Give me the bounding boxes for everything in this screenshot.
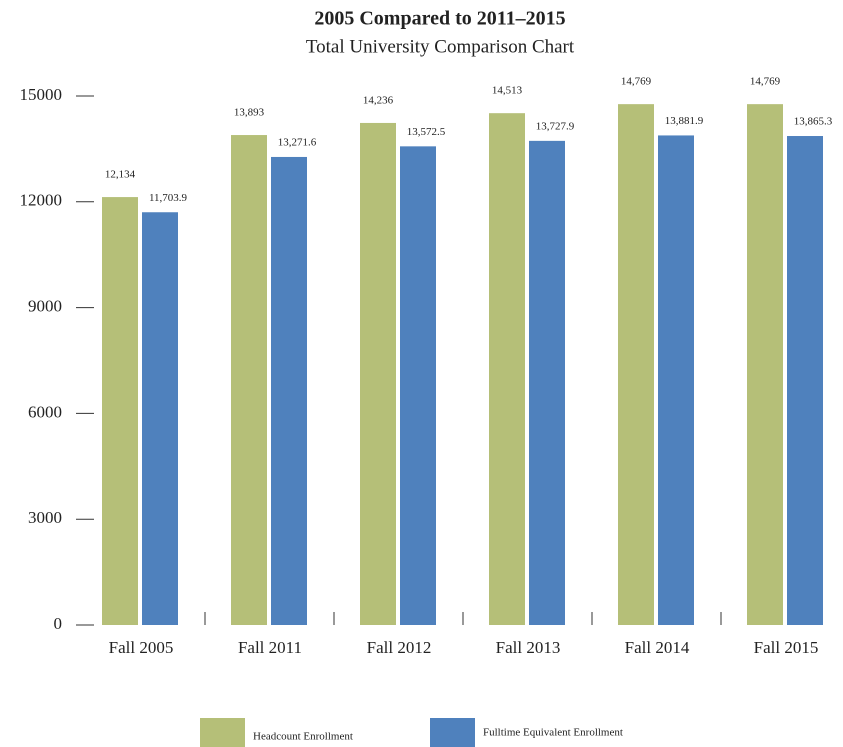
value-label: 11,703.9 — [149, 192, 188, 204]
value-label: 13,881.9 — [665, 115, 704, 127]
legend-label: Fulltime Equivalent Enrollment — [483, 727, 623, 739]
value-label: 13,572.5 — [407, 126, 446, 138]
x-tick-label: Fall 2014 — [625, 638, 690, 657]
x-tick-label: Fall 2011 — [238, 638, 302, 657]
bar — [400, 146, 436, 625]
y-tick-label: 0 — [54, 614, 63, 633]
value-label: 13,865.3 — [794, 116, 833, 128]
x-tick-label: Fall 2013 — [496, 638, 561, 657]
legend-swatch — [200, 718, 245, 747]
x-tick-label: Fall 2012 — [367, 638, 432, 657]
bar — [489, 113, 525, 625]
value-label: 14,769 — [750, 76, 781, 88]
bar — [787, 136, 823, 625]
value-label: 14,769 — [621, 76, 652, 88]
chart-title: 2005 Compared to 2011–2015 — [314, 8, 565, 30]
y-tick-label: 12000 — [20, 191, 63, 210]
value-label: 14,513 — [492, 85, 523, 97]
y-tick-label: 15000 — [20, 85, 63, 104]
x-tick-label: Fall 2015 — [754, 638, 819, 657]
bar — [102, 197, 138, 625]
legend-swatch — [430, 718, 475, 747]
x-tick-label: Fall 2005 — [109, 638, 174, 657]
value-label: 13,893 — [234, 107, 265, 119]
bar — [618, 104, 654, 625]
bar — [747, 104, 783, 625]
bar — [231, 135, 267, 625]
y-tick-label: 6000 — [28, 402, 62, 421]
bar — [360, 122, 396, 626]
chart-subtitle: Total University Comparison Chart — [306, 36, 575, 57]
bar — [529, 140, 565, 625]
value-label: 13,271.6 — [278, 136, 317, 148]
legend-label: Headcount Enrollment — [253, 731, 353, 743]
y-tick-label: 9000 — [28, 297, 62, 316]
value-label: 13,727.9 — [536, 120, 575, 132]
y-tick-label: 3000 — [28, 508, 62, 527]
value-label: 14,236 — [363, 94, 394, 106]
bar — [658, 135, 694, 626]
bar — [271, 156, 307, 626]
value-label: 12,134 — [105, 169, 136, 181]
bar — [142, 212, 178, 625]
